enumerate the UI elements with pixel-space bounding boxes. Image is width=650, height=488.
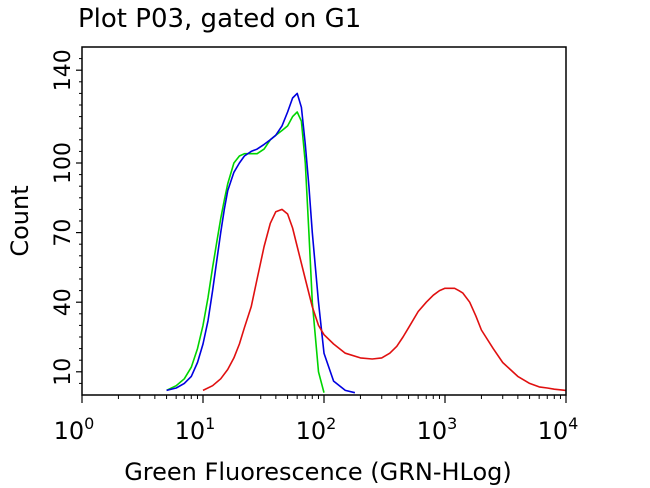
y-tick-label: 100 bbox=[51, 142, 76, 184]
y-tick-label: 70 bbox=[51, 219, 76, 247]
y-axis: 10 40 70 100 140 bbox=[51, 49, 82, 386]
series-group bbox=[166, 92, 567, 394]
x-axis: 100 101 102 103 104 bbox=[54, 395, 579, 445]
x-axis-title: Green Fluorescence (GRN-HLog) bbox=[124, 458, 512, 486]
y-axis-title: Count bbox=[6, 185, 34, 256]
series-line-2 bbox=[166, 92, 356, 394]
plot-frame bbox=[81, 46, 567, 396]
x-tick-label: 101 bbox=[175, 414, 216, 445]
x-tick-label: 102 bbox=[296, 414, 337, 445]
x-tick-label: 103 bbox=[417, 414, 458, 445]
plot-title: Plot P03, gated on G1 bbox=[78, 4, 362, 34]
y-tick-label: 10 bbox=[51, 358, 76, 386]
x-tick-label: 100 bbox=[54, 414, 95, 445]
y-tick-label: 140 bbox=[51, 49, 76, 91]
x-tick-label: 104 bbox=[538, 414, 579, 445]
y-tick-label: 40 bbox=[51, 288, 76, 316]
series-line-1 bbox=[166, 111, 325, 393]
series-line-3 bbox=[202, 208, 567, 392]
